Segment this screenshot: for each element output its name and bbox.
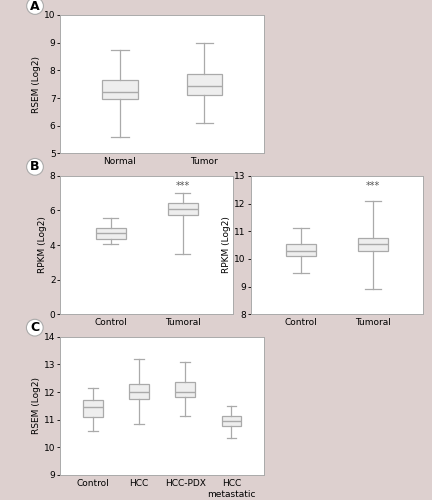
PathPatch shape <box>358 238 388 250</box>
Y-axis label: RPKM (Log2): RPKM (Log2) <box>38 216 47 274</box>
PathPatch shape <box>286 244 316 256</box>
Text: B: B <box>30 160 40 173</box>
PathPatch shape <box>187 74 222 95</box>
Y-axis label: RSEM (Log2): RSEM (Log2) <box>32 56 41 112</box>
Text: C: C <box>30 321 39 334</box>
PathPatch shape <box>102 80 137 100</box>
PathPatch shape <box>175 382 195 397</box>
Y-axis label: RSEM (Log2): RSEM (Log2) <box>32 378 41 434</box>
Y-axis label: RPKM (Log2): RPKM (Log2) <box>222 216 232 274</box>
PathPatch shape <box>222 416 241 426</box>
Text: A: A <box>30 0 40 12</box>
PathPatch shape <box>83 400 102 417</box>
PathPatch shape <box>168 203 198 214</box>
PathPatch shape <box>96 228 126 239</box>
PathPatch shape <box>129 384 149 399</box>
Text: ***: *** <box>176 182 190 192</box>
Text: ***: *** <box>366 182 380 192</box>
